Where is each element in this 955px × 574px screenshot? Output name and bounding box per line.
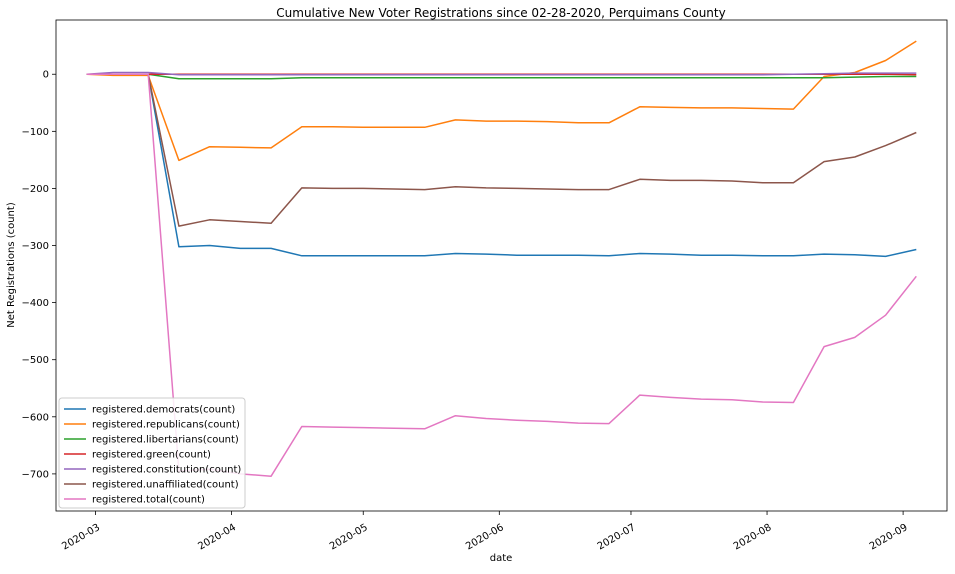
y-axis: 0 −100 −200 −300 −400 −500 −600 −700 (22, 70, 56, 480)
x-axis: 2020-03 2020-04 2020-05 2020-06 2020-07 2020-… (60, 511, 910, 552)
chart-title: Cumulative New Voter Registrations since… (276, 6, 725, 20)
x-tick-label: 2020-06 (464, 522, 506, 552)
y-tick-label: −100 (22, 127, 49, 138)
x-tick-label: 2020-05 (328, 522, 370, 552)
legend-label: registered.green(count) (92, 450, 211, 461)
y-tick-label: −600 (22, 412, 49, 423)
y-tick-label: −300 (22, 241, 49, 252)
y-tick-label: −500 (22, 355, 49, 366)
y-tick-label: −200 (22, 184, 49, 195)
series-line-4 (86, 71, 917, 76)
series-lines (86, 40, 917, 477)
x-tick-label: 2020-07 (596, 522, 638, 552)
x-axis-label: date (490, 553, 513, 564)
legend-label: registered.total(count) (92, 495, 205, 506)
legend-label: registered.democrats(count) (92, 405, 235, 416)
legend-box (58, 397, 246, 509)
legend: registered.democrats(count) registered.re… (58, 397, 246, 509)
series-line-5 (86, 73, 917, 227)
legend-label: registered.republicans(count) (92, 420, 240, 431)
legend-label: registered.constitution(count) (92, 465, 241, 476)
series-line-0 (86, 73, 917, 258)
x-tick-label: 2020-04 (196, 522, 238, 552)
x-tick-label: 2020-08 (732, 522, 774, 552)
series-line-2 (86, 73, 917, 80)
legend-label: registered.unaffiliated(count) (92, 480, 239, 491)
legend-label: registered.libertarians(count) (92, 435, 239, 446)
x-tick-label: 2020-09 (868, 522, 910, 552)
y-tick-label: 0 (43, 70, 49, 81)
series-line-1 (86, 40, 917, 162)
y-tick-label: −700 (22, 469, 49, 480)
x-tick-label: 2020-03 (60, 522, 102, 552)
y-axis-label: Net Registrations (count) (6, 202, 17, 328)
y-tick-label: −400 (22, 298, 49, 309)
plot-area (55, 19, 948, 512)
